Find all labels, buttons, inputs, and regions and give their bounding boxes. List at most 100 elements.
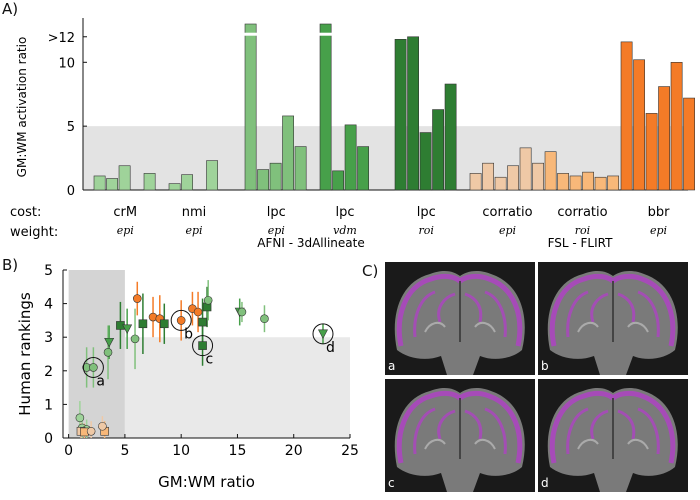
data-point-square bbox=[159, 319, 169, 329]
data-point-circle bbox=[130, 334, 140, 344]
bar bbox=[633, 59, 645, 191]
group-cost-label: nmi bbox=[182, 205, 207, 220]
annotation-label: d bbox=[326, 340, 335, 356]
data-point-circle bbox=[86, 426, 96, 436]
bar bbox=[269, 162, 282, 191]
y-tick-label: 5 bbox=[44, 263, 53, 279]
shaded-band bbox=[124, 337, 350, 438]
bar bbox=[344, 124, 357, 191]
group-weight-label: roi bbox=[575, 224, 590, 237]
bar bbox=[482, 162, 494, 191]
data-point-circle bbox=[237, 307, 247, 317]
group-cost-label: bbr bbox=[648, 205, 671, 220]
fsl-tool-label: FSL - FLIRT bbox=[548, 236, 614, 250]
group-weight-label: epi bbox=[268, 224, 285, 237]
group-weight-label: epi bbox=[185, 224, 202, 237]
bar bbox=[394, 39, 407, 191]
y-tick-label: 0 bbox=[67, 184, 75, 199]
x-tick-label: 15 bbox=[229, 443, 247, 459]
bar bbox=[544, 151, 557, 191]
bar bbox=[118, 165, 131, 191]
annotation-label: a bbox=[96, 373, 105, 389]
bar bbox=[407, 36, 419, 191]
annotation-label: c bbox=[206, 352, 214, 368]
group-cost-label: lpc bbox=[267, 205, 286, 220]
brain-slice-a: a bbox=[385, 262, 535, 375]
brain-slice-label: c bbox=[388, 476, 395, 490]
scatter-chart-panel-b: 0 5 10 15 20 25 0 1 2 3 4 5 GM:WM ratio Human ranking… bbox=[16, 263, 359, 491]
weight-row-label: weight: bbox=[10, 225, 58, 240]
data-point-triangle bbox=[317, 329, 328, 339]
x-tick-label: 20 bbox=[285, 443, 303, 459]
bar bbox=[557, 173, 569, 191]
data-point-circle bbox=[75, 413, 85, 423]
data-point-square bbox=[198, 341, 207, 350]
data-point-circle bbox=[89, 363, 98, 372]
bar bbox=[93, 175, 106, 191]
bar bbox=[507, 165, 519, 191]
annotation-label: b bbox=[184, 326, 193, 342]
brain-slice-c: c bbox=[385, 379, 535, 492]
cost-row-label: cost: bbox=[10, 205, 41, 220]
data-point-circle bbox=[132, 294, 142, 303]
bar bbox=[244, 23, 257, 191]
shaded-band bbox=[68, 270, 125, 438]
bar bbox=[319, 23, 332, 191]
bar bbox=[683, 97, 695, 191]
brain-slice-d: d bbox=[538, 379, 688, 492]
bar bbox=[620, 41, 633, 191]
y-tick-label: 5 bbox=[67, 120, 75, 135]
x-tick-label: 5 bbox=[120, 443, 129, 459]
group-weight-label: epi bbox=[499, 224, 516, 237]
data-point-circle bbox=[260, 314, 269, 324]
brain-scan-graphic bbox=[385, 379, 535, 492]
group-weight-label: vdm bbox=[333, 224, 357, 237]
annotation-circle bbox=[312, 323, 334, 345]
x-tick-label: 10 bbox=[172, 443, 190, 459]
bar bbox=[444, 83, 457, 191]
bar bbox=[432, 109, 444, 191]
x-tick-label: 0 bbox=[64, 443, 73, 459]
bar bbox=[494, 176, 507, 191]
data-point-square bbox=[198, 317, 207, 327]
y-axis-label: Human rankings bbox=[16, 292, 34, 416]
annotation-circle bbox=[170, 309, 192, 331]
bar bbox=[582, 171, 594, 191]
panel-c-label: C) bbox=[362, 262, 379, 280]
bar bbox=[206, 160, 218, 191]
bar bbox=[670, 62, 683, 191]
data-point-circle bbox=[103, 348, 113, 357]
data-point-circle bbox=[203, 295, 213, 305]
bar bbox=[106, 178, 118, 191]
annotation-circle bbox=[192, 335, 214, 357]
group-cost-label: lpc bbox=[335, 205, 354, 220]
bar bbox=[282, 115, 294, 191]
y-tick-label: 2 bbox=[44, 364, 53, 380]
bar bbox=[332, 170, 344, 191]
x-axis-label: GM:WM ratio bbox=[158, 473, 255, 491]
y-tick-label: 3 bbox=[44, 330, 53, 346]
bar bbox=[569, 175, 582, 191]
brain-slice-label: d bbox=[541, 476, 549, 490]
bar bbox=[532, 162, 544, 191]
group-cost-label: corratio bbox=[482, 205, 532, 220]
y-tick-label: >12 bbox=[48, 31, 75, 46]
brain-slice-label: b bbox=[541, 359, 549, 373]
brain-slice-b: b bbox=[538, 262, 688, 375]
bar bbox=[658, 86, 670, 191]
bar bbox=[257, 169, 269, 191]
group-cost-label: corratio bbox=[557, 205, 607, 220]
y-tick-label: 0 bbox=[44, 431, 53, 447]
bar bbox=[469, 173, 482, 191]
panel-b-label: B) bbox=[2, 256, 19, 274]
bar bbox=[181, 174, 193, 191]
bar bbox=[607, 175, 619, 191]
data-point-circle bbox=[98, 421, 107, 431]
brain-scan-graphic bbox=[538, 262, 688, 375]
group-cost-label: lpc bbox=[417, 205, 436, 220]
brain-slice-label: a bbox=[388, 359, 396, 373]
brain-image-grid: a b c bbox=[385, 262, 690, 492]
x-tick-label: 25 bbox=[341, 443, 359, 459]
bar bbox=[357, 146, 369, 191]
annotation-circle bbox=[82, 356, 104, 378]
